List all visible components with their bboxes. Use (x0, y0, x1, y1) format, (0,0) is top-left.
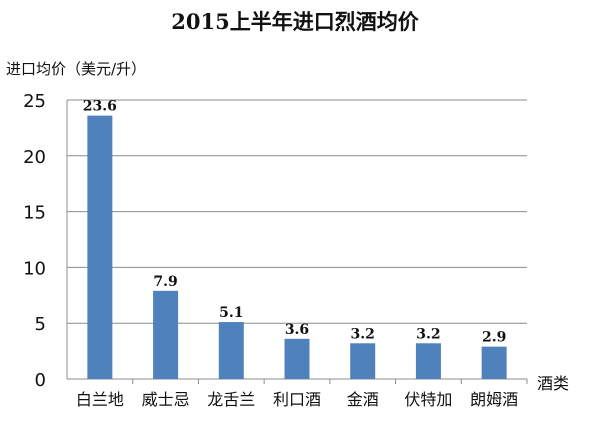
y-tick-label: 20 (23, 147, 46, 168)
bar (350, 343, 376, 379)
bar (284, 338, 310, 379)
x-tick-label: 威士忌 (142, 390, 190, 409)
bar (153, 290, 179, 379)
x-tick-label: 利口酒 (273, 390, 321, 409)
data-label: 7.9 (153, 274, 177, 290)
y-tick-label: 0 (35, 370, 46, 391)
bar (481, 346, 507, 379)
y-tick-label: 25 (23, 91, 46, 112)
data-label: 3.6 (285, 322, 309, 338)
x-tick-label: 伏特加 (404, 390, 452, 409)
bar (415, 343, 441, 379)
y-axis-label: 进口均价（美元/升） (6, 60, 147, 78)
x-axis-label: 酒类 (537, 374, 570, 393)
data-label: 3.2 (351, 326, 375, 342)
data-label: 3.2 (416, 326, 440, 342)
data-label: 5.1 (219, 305, 243, 321)
x-tick-label: 龙舌兰 (207, 390, 255, 409)
y-tick-label: 15 (23, 203, 46, 224)
data-label: 2.9 (482, 330, 506, 346)
bar (87, 115, 113, 380)
x-tick-label: 朗姆酒 (470, 390, 518, 409)
x-tick-label: 白兰地 (76, 390, 124, 409)
chart-title: 2015上半年进口烈酒均价 (171, 9, 419, 34)
data-label: 23.6 (83, 99, 117, 115)
x-tick-label: 金酒 (347, 390, 379, 409)
y-tick-label: 10 (23, 258, 46, 279)
y-tick-label: 5 (35, 314, 46, 335)
bar (218, 322, 244, 379)
